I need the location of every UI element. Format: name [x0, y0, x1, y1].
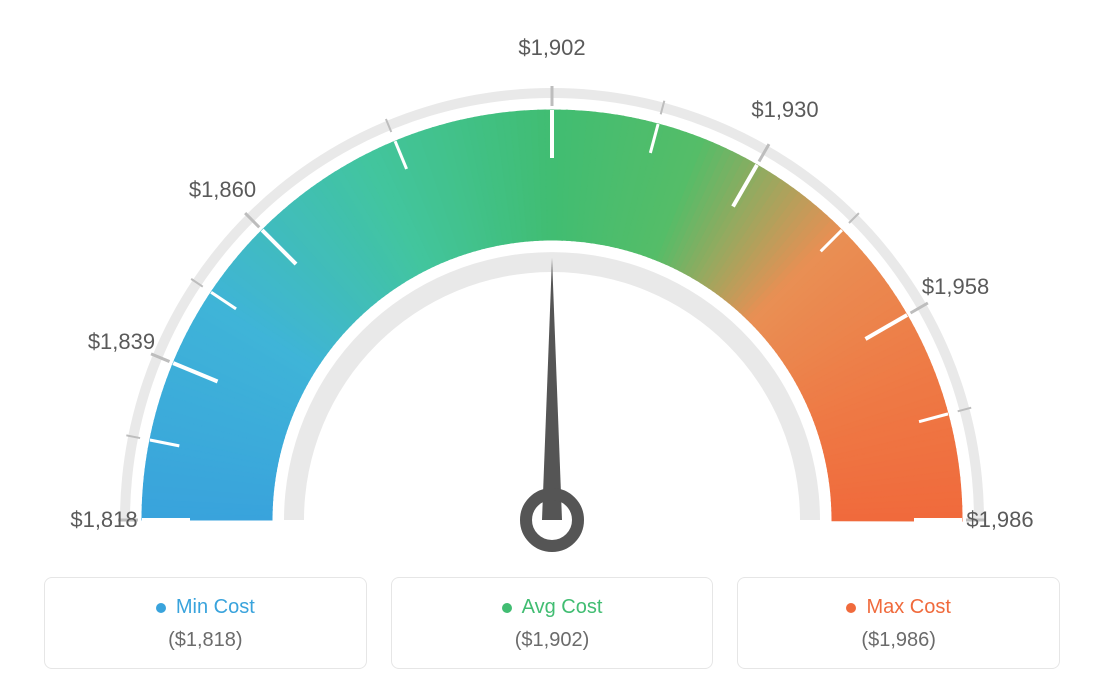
legend-label-avg: Avg Cost: [522, 596, 603, 619]
gauge-area: $1,818 $1,839 $1,860 $1,902 $1,930 $1,958 $1,9…: [40, 20, 1064, 565]
legend-dot-max: [846, 603, 856, 613]
tick-label: $1,958: [922, 274, 989, 300]
tick-label: $1,902: [518, 35, 585, 61]
legend-card-max: Max Cost ($1,986): [737, 577, 1060, 669]
legend-title-avg: Avg Cost: [502, 596, 603, 619]
legend-dot-avg: [502, 603, 512, 613]
legend-label-max: Max Cost: [866, 596, 950, 619]
tick-label: $1,839: [88, 329, 155, 355]
tick-label: $1,860: [189, 177, 256, 203]
legend-card-min: Min Cost ($1,818): [44, 577, 367, 669]
cost-gauge-container: $1,818 $1,839 $1,860 $1,902 $1,930 $1,958 $1,9…: [0, 0, 1104, 690]
legend-label-min: Min Cost: [176, 596, 255, 619]
legend-dot-min: [156, 603, 166, 613]
legend-value-min: ($1,818): [57, 629, 354, 652]
legend-value-max: ($1,986): [750, 629, 1047, 652]
legend-title-max: Max Cost: [846, 596, 950, 619]
legend-card-avg: Avg Cost ($1,902): [391, 577, 714, 669]
legend-value-avg: ($1,902): [404, 629, 701, 652]
legend-row: Min Cost ($1,818) Avg Cost ($1,902) Max …: [40, 577, 1064, 669]
gauge-chart: [40, 20, 1064, 565]
tick-label: $1,818: [70, 507, 137, 533]
legend-title-min: Min Cost: [156, 596, 255, 619]
tick-label: $1,986: [966, 507, 1033, 533]
tick-label: $1,930: [751, 97, 818, 123]
